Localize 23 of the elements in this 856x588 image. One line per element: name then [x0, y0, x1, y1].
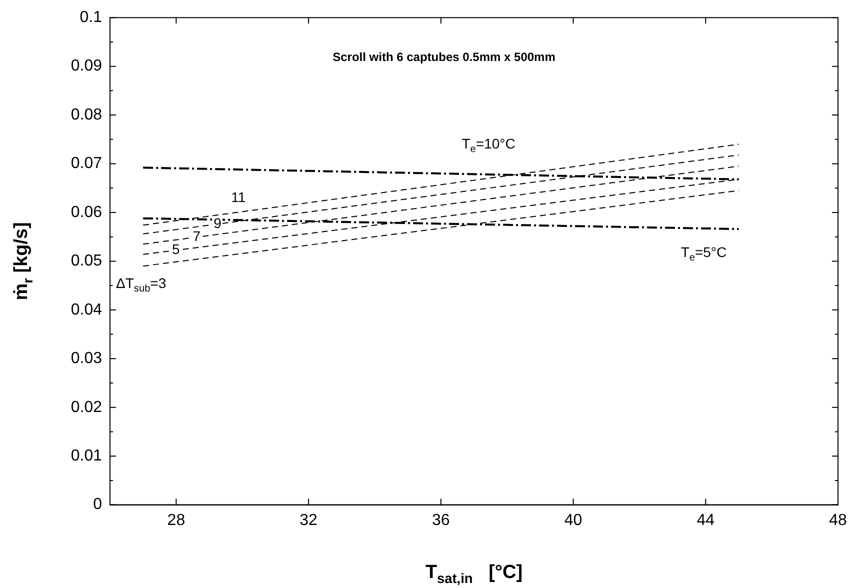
- y-tick-label: 0.04: [70, 301, 102, 318]
- text: Scroll with 6 captubes 0.5mm x 500mm: [332, 50, 556, 64]
- y-tick-label: 0.01: [70, 447, 102, 464]
- x-tick-label: 40: [564, 512, 582, 529]
- series-label: 7: [192, 228, 201, 244]
- y-tick-label: 0.06: [70, 204, 102, 221]
- y-tick-label: 0.05: [70, 252, 102, 270]
- x-tick-label: 32: [300, 512, 318, 529]
- y-tick-label: 0.03: [70, 350, 102, 368]
- y-tick-label: 0: [93, 496, 102, 514]
- series-label: 11: [231, 189, 246, 206]
- x-tick-label: 48: [829, 512, 847, 529]
- series-label: 9: [214, 214, 222, 231]
- y-axis-title: ṁr [kg/s]: [11, 222, 36, 300]
- x-tick-label: 44: [696, 512, 715, 529]
- y-tick-label: 0.02: [70, 398, 102, 416]
- x-tick-label: 28: [167, 512, 186, 529]
- y-tick-label: 0.09: [70, 58, 102, 75]
- series-label: 5: [172, 241, 180, 258]
- x-tick-label: 36: [432, 512, 450, 529]
- y-tick-label: 0.07: [70, 155, 102, 172]
- y-tick-label: 0.1: [80, 9, 102, 26]
- y-tick-label: 0.08: [70, 106, 102, 124]
